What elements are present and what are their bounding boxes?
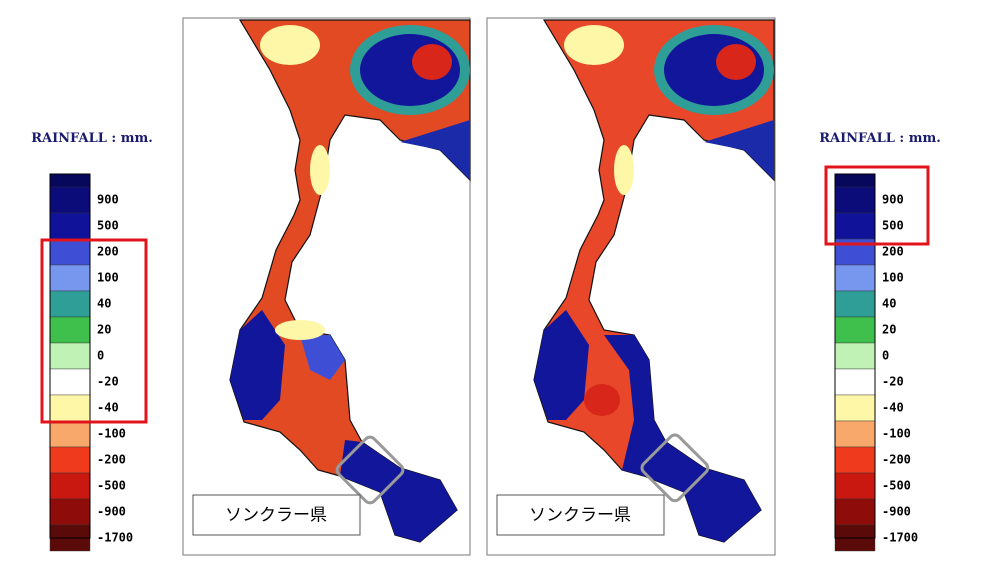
legend-bin bbox=[834, 472, 876, 500]
legend-bin bbox=[49, 498, 91, 526]
legend-label: -900 bbox=[882, 505, 911, 519]
rain-zone bbox=[716, 44, 756, 80]
legend-label: -1700 bbox=[97, 531, 133, 545]
legend-bin bbox=[49, 264, 91, 292]
legend-bin bbox=[49, 420, 91, 448]
legend-title: RAINFALL : mm. bbox=[819, 131, 941, 146]
legend-label: 40 bbox=[882, 297, 896, 311]
legend-bin bbox=[834, 498, 876, 526]
legend-bin bbox=[834, 420, 876, 448]
highlight-box bbox=[335, 435, 405, 505]
map: ソンクラー県 bbox=[496, 19, 775, 543]
rain-zone bbox=[230, 310, 285, 420]
legend-label: 100 bbox=[97, 271, 119, 285]
legend-label: -20 bbox=[882, 375, 904, 389]
legend-bin bbox=[49, 186, 91, 214]
legend-bin bbox=[49, 472, 91, 500]
legend-bin bbox=[49, 394, 91, 422]
legend: RAINFALL : mm.90050020010040200-20-40-10… bbox=[31, 131, 153, 552]
legend-frame bbox=[49, 173, 91, 539]
legend-label: -100 bbox=[882, 427, 911, 441]
legend-bin bbox=[49, 342, 91, 370]
rain-zone bbox=[584, 384, 620, 416]
legend-bin bbox=[834, 186, 876, 214]
legend-frame bbox=[834, 173, 876, 539]
legend-label: -40 bbox=[97, 401, 119, 415]
label-box bbox=[192, 494, 361, 536]
legend-bin bbox=[50, 174, 90, 187]
legend-bin bbox=[49, 368, 91, 396]
highlight-box bbox=[640, 433, 710, 503]
legend-bin bbox=[49, 290, 91, 318]
legend-bin bbox=[834, 446, 876, 474]
legend-label: 200 bbox=[882, 245, 904, 259]
rain-zone bbox=[564, 25, 624, 65]
legend-label: -900 bbox=[97, 505, 126, 519]
legend: RAINFALL : mm.90050020010040200-20-40-10… bbox=[819, 131, 941, 552]
legend-label: -200 bbox=[97, 453, 126, 467]
legend-title: RAINFALL : mm. bbox=[31, 131, 153, 146]
rain-zone bbox=[310, 145, 330, 195]
legend-bin bbox=[834, 264, 876, 292]
rain-zone bbox=[704, 120, 774, 180]
legend-bin bbox=[834, 394, 876, 422]
legend-label: -1700 bbox=[882, 531, 918, 545]
legend-label: -200 bbox=[882, 453, 911, 467]
legend-label: 900 bbox=[882, 193, 904, 207]
legend-label: -100 bbox=[97, 427, 126, 441]
legend-label: -500 bbox=[97, 479, 126, 493]
legend-label: -20 bbox=[97, 375, 119, 389]
legend-label: 100 bbox=[882, 271, 904, 285]
legend-bin bbox=[49, 238, 91, 266]
legend-bin bbox=[49, 212, 91, 240]
rain-zone bbox=[534, 310, 589, 420]
legend-label: 0 bbox=[882, 349, 889, 363]
rain-zone bbox=[260, 25, 320, 65]
legend-label: 500 bbox=[882, 219, 904, 233]
map: ソンクラー県 bbox=[192, 19, 471, 543]
label-box bbox=[496, 494, 665, 536]
rain-zone bbox=[400, 120, 470, 180]
rain-zone bbox=[300, 335, 345, 380]
rain-zone bbox=[340, 440, 457, 542]
legend-bin bbox=[834, 290, 876, 318]
region-label: ソンクラー県 bbox=[529, 506, 631, 526]
legend-bin bbox=[834, 212, 876, 240]
legend-label: 200 bbox=[97, 245, 119, 259]
legend-bin bbox=[834, 342, 876, 370]
legend-label: 500 bbox=[97, 219, 119, 233]
legend-label: -40 bbox=[882, 401, 904, 415]
legend-label: 20 bbox=[97, 323, 111, 337]
legend-label: -500 bbox=[882, 479, 911, 493]
rain-zone bbox=[614, 145, 634, 195]
highlight-box bbox=[40, 238, 148, 424]
rain-zone bbox=[604, 335, 761, 542]
legend-label: 40 bbox=[97, 297, 111, 311]
rain-zone bbox=[412, 44, 452, 80]
legend-bin bbox=[49, 316, 91, 344]
legend-bin bbox=[49, 446, 91, 474]
legend-bin bbox=[834, 316, 876, 344]
legend-label: 0 bbox=[97, 349, 104, 363]
legend-label: 20 bbox=[882, 323, 896, 337]
region-label: ソンクラー県 bbox=[225, 506, 327, 526]
legend-bin bbox=[834, 368, 876, 396]
highlight-box bbox=[824, 165, 930, 246]
rain-zone bbox=[275, 320, 325, 340]
legend-bin bbox=[835, 174, 875, 187]
legend-label: 900 bbox=[97, 193, 119, 207]
